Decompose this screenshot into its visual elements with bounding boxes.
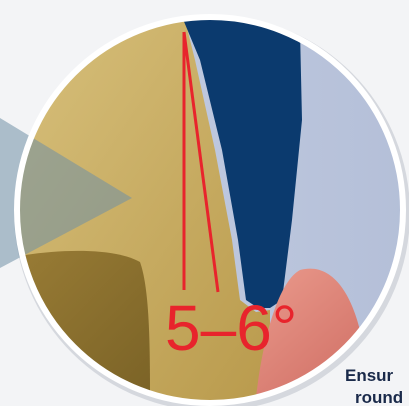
caption-line-1: Ensur: [345, 366, 394, 385]
angle-label: 5–6°: [165, 292, 297, 364]
navy-channel: [175, 17, 302, 308]
angle-line-slanted: [182, 31, 220, 293]
arrow-cone: [0, 118, 132, 268]
caption-line-2: round: [355, 388, 404, 406]
ring-border: [14, 14, 406, 406]
